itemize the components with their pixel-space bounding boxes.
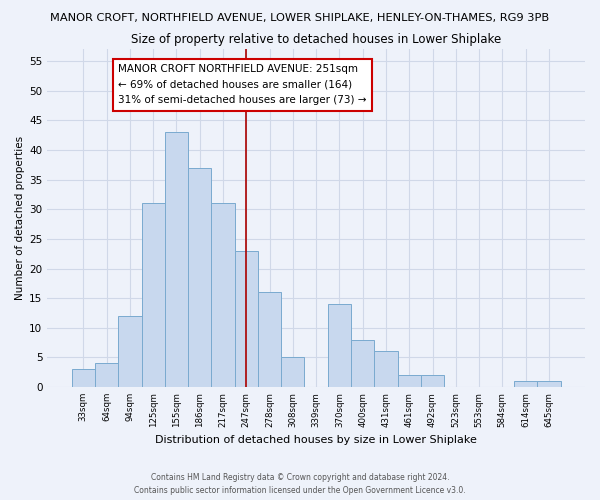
Text: Contains HM Land Registry data © Crown copyright and database right 2024.
Contai: Contains HM Land Registry data © Crown c… [134, 473, 466, 495]
Text: MANOR CROFT NORTHFIELD AVENUE: 251sqm
← 69% of detached houses are smaller (164): MANOR CROFT NORTHFIELD AVENUE: 251sqm ← … [118, 64, 367, 106]
Bar [72, 369, 95, 387]
Bar [188, 168, 211, 387]
Bar [398, 375, 421, 387]
Bar [281, 358, 304, 387]
Bar [421, 375, 444, 387]
Bar [165, 132, 188, 387]
Bar [211, 204, 235, 387]
Bar [258, 292, 281, 387]
Y-axis label: Number of detached properties: Number of detached properties [15, 136, 25, 300]
Bar [235, 251, 258, 387]
Bar [142, 204, 165, 387]
Bar [537, 381, 560, 387]
X-axis label: Distribution of detached houses by size in Lower Shiplake: Distribution of detached houses by size … [155, 435, 477, 445]
Bar [514, 381, 537, 387]
Bar [374, 352, 398, 387]
Bar [118, 316, 142, 387]
Bar [95, 363, 118, 387]
Title: Size of property relative to detached houses in Lower Shiplake: Size of property relative to detached ho… [131, 32, 501, 46]
Bar [328, 304, 351, 387]
Text: MANOR CROFT, NORTHFIELD AVENUE, LOWER SHIPLAKE, HENLEY-ON-THAMES, RG9 3PB: MANOR CROFT, NORTHFIELD AVENUE, LOWER SH… [50, 12, 550, 22]
Bar [351, 340, 374, 387]
